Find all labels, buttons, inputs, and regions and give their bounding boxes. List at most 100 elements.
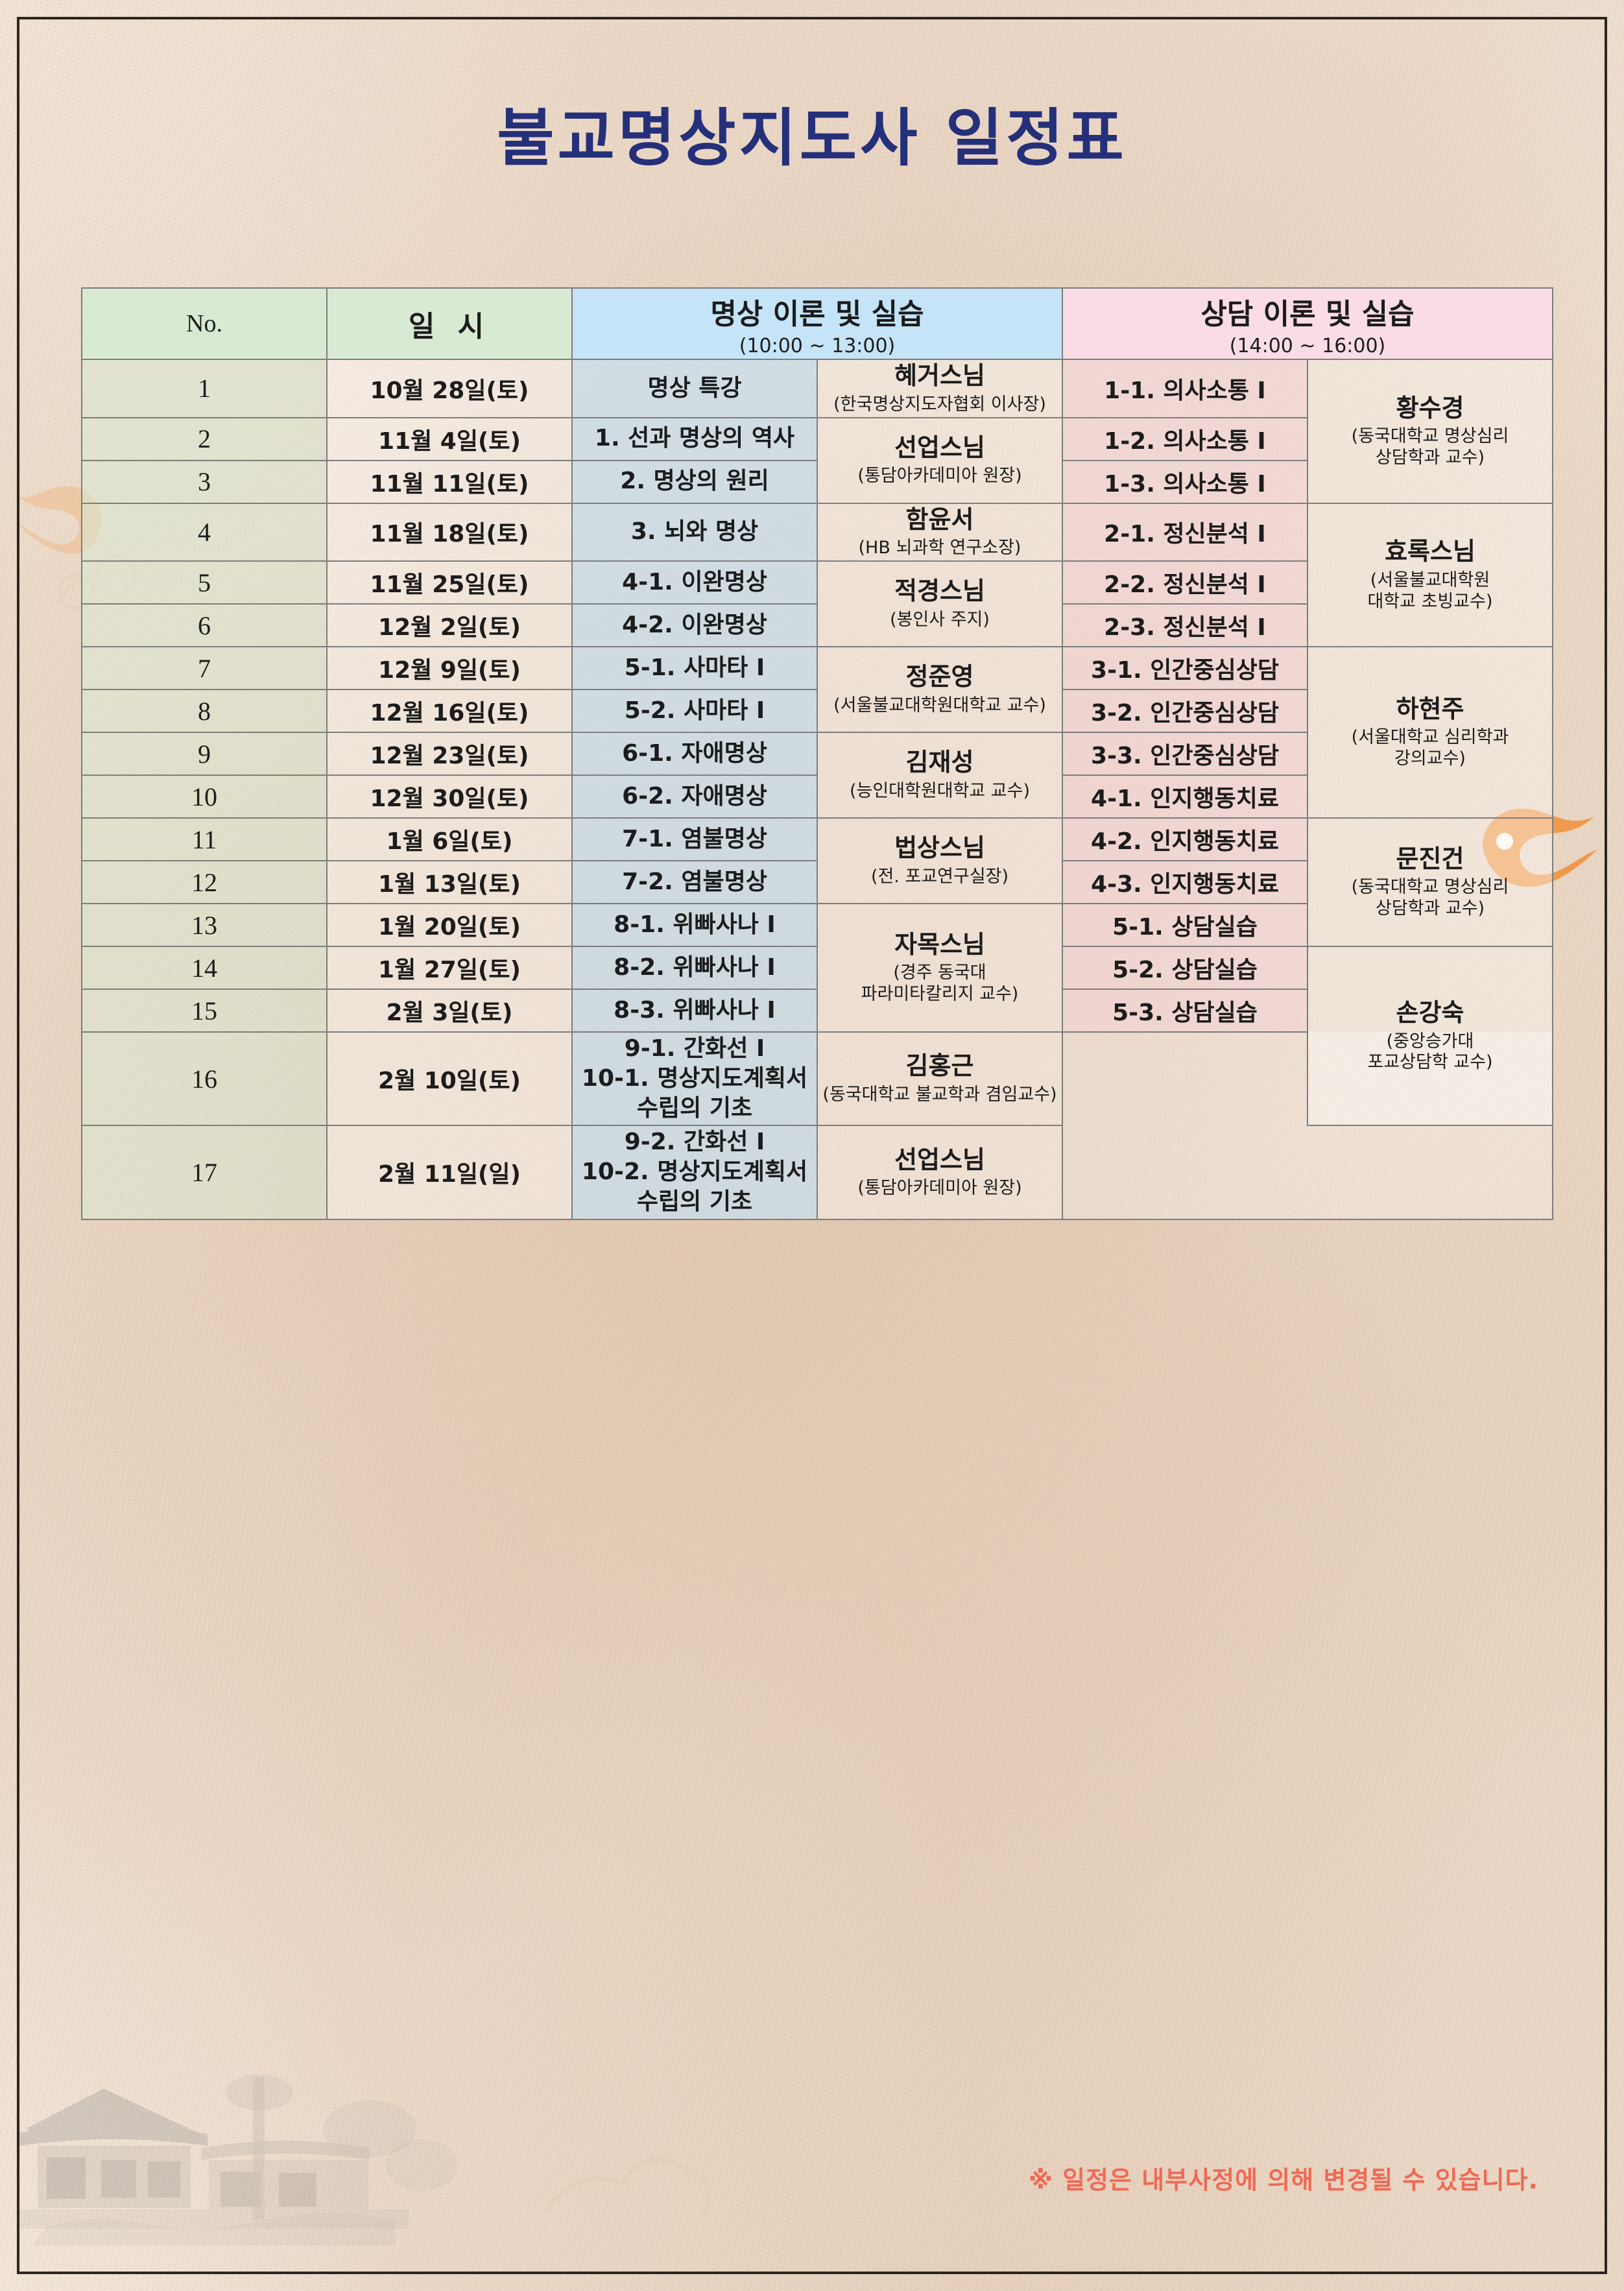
counseling-instructor-cell-name: 황수경 xyxy=(1396,393,1464,422)
meditation-instructor-cell: 정준영 (서울불교대학원대학교 교수) xyxy=(817,646,1063,734)
column-header-counseling: 상담 이론 및 실습 (14:00 ~ 16:00) xyxy=(1062,287,1553,360)
row-date-cell: 10월 28일(토) xyxy=(326,359,573,418)
counseling-instructor-cell-affiliation: (서울불교대학원 대학교 초빙교수) xyxy=(1367,570,1493,612)
row-date-cell: 1월 13일(토) xyxy=(326,860,573,905)
row-date-cell: 12월 23일(토) xyxy=(326,732,573,776)
meditation-instructor-cell: 법상스님 (전. 포교연구실장) xyxy=(817,817,1063,905)
column-header-date: 일 시 xyxy=(326,287,573,360)
counseling-topic-cell: 1-1. 의사소통 I xyxy=(1062,359,1308,418)
meditation-instructor-cell-affiliation: (통담아카데미아 원장) xyxy=(857,466,1022,486)
row-date-cell: 1월 20일(토) xyxy=(326,903,573,948)
table-row: 4 11월 18일(토) 3. 뇌와 명상 함윤서 (HB 뇌과학 연구소장) 2-1. … xyxy=(81,502,1553,648)
counseling-topic-cell: 1-3. 의사소통 I xyxy=(1062,459,1308,504)
column-header-meditation: 명상 이론 및 실습 (10:00 ~ 13:00) xyxy=(571,287,1063,360)
meditation-topic-cell: 8-3. 위빠사나 I xyxy=(571,989,818,1033)
counseling-instructor-cell: 하현주 (서울대학교 심리학과 강의교수) xyxy=(1307,646,1553,819)
row-date-cell: 1월 6일(토) xyxy=(326,817,573,862)
meditation-topic-cell: 5-2. 사마타 I xyxy=(571,689,818,734)
counseling-instructor-cell-name: 효록스님 xyxy=(1385,537,1475,566)
meditation-instructor-cell: 김홍근 (동국대학교 불교학과 겸임교수) xyxy=(817,1031,1063,1127)
counseling-instructor-cell: 효록스님 (서울불교대학원 대학교 초빙교수) xyxy=(1307,502,1553,648)
meditation-instructor-cell-name: 함윤서 xyxy=(905,505,974,534)
meditation-topic-cell: 4-2. 이완명상 xyxy=(571,603,818,648)
meditation-instructor-cell-affiliation: (전. 포교연구실장) xyxy=(870,866,1009,887)
meditation-instructor-cell-affiliation: (통담아카데미아 원장) xyxy=(857,1178,1022,1199)
meditation-header-time: (10:00 ~ 13:00) xyxy=(739,334,896,357)
row-number-cell: 5 xyxy=(81,560,328,605)
row-date-cell: 2월 3일(토) xyxy=(326,989,573,1033)
row-date-cell: 11월 18일(토) xyxy=(326,502,573,562)
row-number-cell: 3 xyxy=(81,459,328,504)
table-row: 9 12월 23일(토) 6-1. 자애명상 김재성 (능인대학원대학교 교수) 3-3.… xyxy=(81,732,1553,819)
empty-counseling-cell xyxy=(1062,1031,1553,1220)
counseling-topic-cell: 2-1. 정신분석 I xyxy=(1062,502,1308,562)
meditation-instructor-cell: 김재성 (능인대학원대학교 교수) xyxy=(817,732,1063,819)
row-date-cell: 11월 4일(토) xyxy=(326,416,573,461)
meditation-instructor-cell-name: 정준영 xyxy=(905,662,974,691)
meditation-topic-cell: 8-1. 위빠사나 I xyxy=(571,903,818,948)
row-date-cell: 11월 25일(토) xyxy=(326,560,573,605)
meditation-topic-cell: 7-1. 염불명상 xyxy=(571,817,818,862)
counseling-instructor-cell-name: 문진건 xyxy=(1396,844,1464,873)
meditation-instructor-cell-name: 선업스님 xyxy=(894,433,985,462)
meditation-instructor-cell-affiliation: (동국대학교 불교학과 겸임교수) xyxy=(822,1085,1057,1105)
row-number-cell: 8 xyxy=(81,689,328,734)
meditation-instructor-cell-name: 김홍근 xyxy=(905,1051,974,1081)
table-row: 11 1월 6일(토) 7-1. 염불명상 법상스님 (전. 포교연구실장) 4-2. 인… xyxy=(81,817,1553,948)
meditation-topic-cell: 9-1. 간화선 I 10-1. 명상지도계획서 수립의 기초 xyxy=(571,1031,818,1127)
meditation-topic-cell: 5-1. 사마타 I xyxy=(571,646,818,691)
schedule-table: No. 일 시 명상 이론 및 실습 (10:00 ~ 13:00) 상담 이론… xyxy=(81,287,1553,1220)
table-row: 7 12월 9일(토) 5-1. 사마타 I 정준영 (서울불교대학원대학교 교수) 3-… xyxy=(81,646,1553,819)
meditation-topic-cell: 7-2. 염불명상 xyxy=(571,860,818,905)
counseling-header-label: 상담 이론 및 실습 xyxy=(1200,297,1415,331)
meditation-topic-cell: 8-2. 위빠사나 I xyxy=(571,946,818,990)
row-number-cell: 11 xyxy=(81,817,328,862)
table-row: 8 12월 16일(토) 5-2. 사마타 I 3-2. 인간중심상담 xyxy=(81,689,1553,734)
meditation-instructor-cell: 자목스님 (경주 동국대 파라미타칼리지 교수) xyxy=(817,903,1063,1033)
meditation-instructor-cell-name: 선업스님 xyxy=(894,1145,985,1174)
meditation-instructor-cell-name: 자목스님 xyxy=(894,930,985,959)
table-row: 3 11월 11일(토) 2. 명상의 원리 1-3. 의사소통 I xyxy=(81,459,1553,504)
meditation-instructor-cell-affiliation: (서울불교대학원대학교 교수) xyxy=(833,695,1046,715)
counseling-topic-cell: 5-2. 상담실습 xyxy=(1062,946,1308,990)
counseling-topic-cell: 4-3. 인지행동치료 xyxy=(1062,860,1308,905)
table-row: 12 1월 13일(토) 7-2. 염불명상 4-3. 인지행동치료 xyxy=(81,860,1553,905)
counseling-instructor-cell-affiliation: (중앙승가대 포교상담학 교수) xyxy=(1367,1031,1493,1073)
row-number-cell: 15 xyxy=(81,989,328,1033)
meditation-topic-cell: 6-2. 자애명상 xyxy=(571,774,818,819)
counseling-topic-cell: 2-2. 정신분석 I xyxy=(1062,560,1308,605)
page-title: 불교명상지도사 일정표 xyxy=(497,102,1127,174)
counseling-header-time: (14:00 ~ 16:00) xyxy=(1229,334,1386,357)
schedule-table-container: No. 일 시 명상 이론 및 실습 (10:00 ~ 13:00) 상담 이론… xyxy=(81,287,1553,1220)
counseling-instructor-cell-name: 손강숙 xyxy=(1396,998,1464,1027)
meditation-instructor-cell-affiliation: (경주 동국대 파라미타칼리지 교수) xyxy=(861,963,1019,1005)
counseling-topic-cell: 2-3. 정신분석 I xyxy=(1062,603,1308,648)
counseling-topic-cell: 3-2. 인간중심상담 xyxy=(1062,689,1308,734)
table-row: 13 1월 20일(토) 8-1. 위빠사나 I 자목스님 (경주 동국대 파라미타칼리지… xyxy=(81,903,1553,1033)
counseling-instructor-cell: 황수경 (동국대학교 명상심리 상담학과 교수) xyxy=(1307,359,1553,504)
meditation-instructor-cell: 적경스님 (봉인사 주지) xyxy=(817,560,1063,648)
row-number-cell: 4 xyxy=(81,502,328,562)
schedule-change-note: ※ 일정은 내부사정에 의해 변경될 수 있습니다. xyxy=(1028,2166,1538,2194)
meditation-instructor-cell-affiliation: (봉인사 주지) xyxy=(890,609,990,630)
row-number-cell: 13 xyxy=(81,903,328,948)
row-number-cell: 6 xyxy=(81,603,328,648)
meditation-topic-cell: 3. 뇌와 명상 xyxy=(571,502,818,562)
meditation-instructor-cell-name: 적경스님 xyxy=(894,577,985,606)
row-number-cell: 7 xyxy=(81,646,328,691)
meditation-topic-cell: 4-1. 이완명상 xyxy=(571,560,818,605)
row-date-cell: 12월 9일(토) xyxy=(326,646,573,691)
row-number-cell: 1 xyxy=(81,359,328,418)
counseling-instructor-cell-affiliation: (동국대학교 명상심리 상담학과 교수) xyxy=(1351,877,1509,919)
row-date-cell: 12월 2일(토) xyxy=(326,603,573,648)
row-number-cell: 10 xyxy=(81,774,328,819)
meditation-instructor-cell: 혜거스님 (한국명상지도자협회 이사장) xyxy=(817,359,1063,418)
counseling-instructor-cell: 문진건 (동국대학교 명상심리 상담학과 교수) xyxy=(1307,817,1553,948)
counseling-topic-cell: 3-3. 인간중심상담 xyxy=(1062,732,1308,776)
row-number-cell: 2 xyxy=(81,416,328,461)
row-date-cell: 2월 11일(일) xyxy=(326,1125,573,1220)
row-date-cell: 11월 11일(토) xyxy=(326,459,573,504)
counseling-topic-cell: 3-1. 인간중심상담 xyxy=(1062,646,1308,691)
meditation-topic-cell: 6-1. 자애명상 xyxy=(571,732,818,776)
table-row: 10 12월 30일(토) 6-2. 자애명상 4-1. 인지행동치료 xyxy=(81,774,1553,819)
